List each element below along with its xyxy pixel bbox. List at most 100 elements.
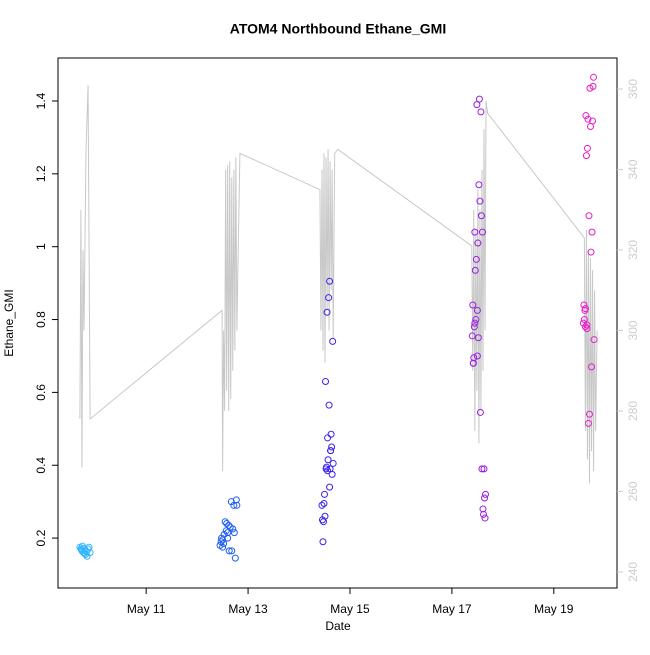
data-point — [322, 377, 330, 385]
data-point — [221, 518, 229, 526]
data-point — [323, 463, 331, 471]
data-point — [471, 228, 479, 236]
data-point — [230, 501, 238, 509]
data-point — [324, 467, 332, 475]
data-point — [319, 538, 327, 546]
data-point — [589, 82, 597, 90]
data-point — [481, 494, 489, 502]
data-point — [587, 248, 595, 256]
y2-tick-label: 260 — [626, 481, 640, 501]
data-point — [325, 294, 333, 302]
data-point — [324, 434, 332, 442]
y-tick-label: 1.2 — [34, 165, 48, 182]
data-point — [325, 401, 333, 409]
data-point — [582, 112, 590, 120]
data-point — [324, 456, 332, 464]
data-point — [474, 239, 482, 247]
data-point — [590, 336, 598, 344]
data-point — [580, 316, 588, 324]
y2-tick-label: 320 — [626, 240, 640, 260]
data-point — [327, 447, 335, 455]
data-point — [233, 501, 241, 509]
data-point — [481, 514, 489, 522]
data-point — [585, 212, 593, 220]
data-point — [328, 470, 336, 478]
y-tick-label: 1.4 — [34, 92, 48, 109]
y-tick-label: 0.4 — [34, 457, 48, 474]
data-point — [321, 512, 329, 520]
data-point — [584, 115, 592, 123]
y2-tick-label: 360 — [626, 79, 640, 99]
data-point — [480, 465, 488, 473]
data-point — [583, 325, 591, 333]
data-point — [225, 521, 233, 529]
data-point — [223, 520, 231, 528]
data-point — [581, 323, 589, 331]
data-point — [224, 529, 232, 537]
data-point — [326, 483, 334, 491]
data-point — [230, 529, 238, 537]
data-point — [219, 536, 227, 544]
data-point — [323, 308, 331, 316]
data-point — [475, 181, 483, 189]
x-axis-label: Date — [325, 619, 351, 633]
data-point — [476, 408, 484, 416]
data-point — [329, 459, 337, 467]
data-point — [479, 510, 487, 518]
y-axis-label: Ethane_GMI — [2, 289, 16, 356]
x-tick-label: May 11 — [127, 602, 166, 616]
chart-title: ATOM4 Northbound Ethane_GMI — [230, 21, 446, 37]
y2-tick-label: 340 — [626, 159, 640, 179]
y-tick-label: 0.2 — [34, 529, 48, 546]
data-point — [590, 73, 598, 81]
data-point — [469, 301, 477, 309]
x-tick-label: May 15 — [330, 602, 370, 616]
data-point — [583, 321, 591, 329]
data-point — [583, 144, 591, 152]
y-tick-label: 0.6 — [34, 384, 48, 401]
data-point — [474, 334, 482, 342]
data-point — [470, 323, 478, 331]
data-point — [477, 108, 485, 116]
data-point — [328, 443, 336, 451]
data-point — [470, 354, 478, 362]
data-point — [585, 410, 593, 418]
data-point — [80, 549, 88, 557]
x-tick-label: May 13 — [228, 602, 268, 616]
data-point — [589, 117, 597, 125]
y-tick-label: 0.8 — [34, 311, 48, 328]
data-point — [482, 490, 490, 498]
y2-tick-label: 240 — [626, 562, 640, 582]
data-point — [579, 319, 587, 327]
x-tick-label: May 17 — [432, 602, 472, 616]
data-point — [318, 501, 326, 509]
data-point — [471, 266, 479, 274]
data-point — [321, 490, 329, 498]
data-point — [229, 525, 237, 533]
data-point — [327, 430, 335, 438]
data-point — [582, 152, 590, 160]
data-point — [475, 95, 483, 103]
data-point — [473, 352, 481, 360]
data-point — [584, 419, 592, 427]
data-point — [588, 228, 596, 236]
data-point — [479, 505, 487, 513]
x-tick-label: May 19 — [534, 602, 574, 616]
data-point — [219, 543, 227, 551]
data-point — [329, 337, 337, 345]
data-point — [588, 363, 596, 371]
data-point — [228, 547, 236, 555]
plot-frame — [57, 57, 618, 589]
data-point — [232, 496, 240, 504]
data-point — [231, 554, 239, 562]
data-point — [478, 465, 486, 473]
data-point — [473, 101, 481, 109]
data-point — [473, 306, 481, 314]
data-point — [477, 212, 485, 220]
y2-tick-label: 300 — [626, 320, 640, 340]
line-series — [79, 84, 598, 484]
data-point — [326, 277, 334, 285]
data-point — [82, 550, 90, 558]
y2-tick-label: 280 — [626, 401, 640, 421]
